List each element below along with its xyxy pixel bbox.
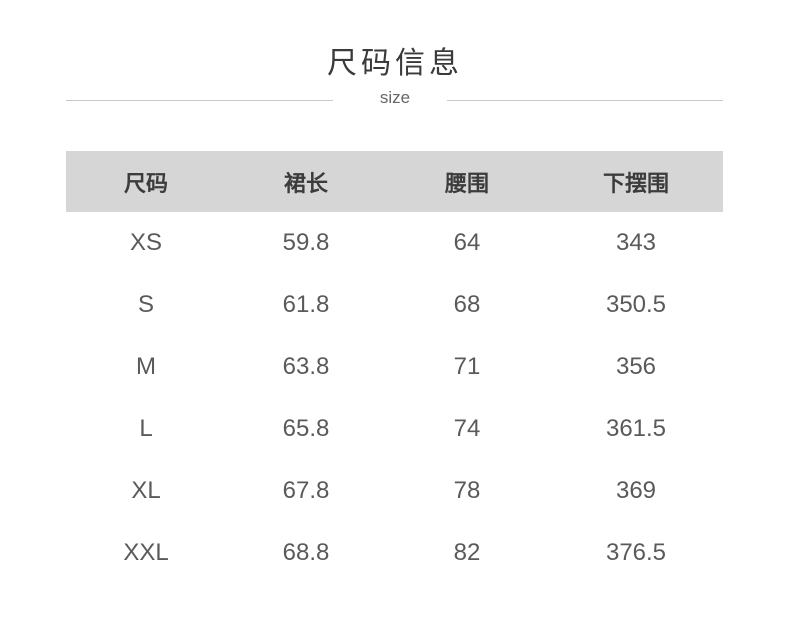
table-header: 尺码 裙长 腰围 下摆围 xyxy=(66,151,723,212)
header-cell: 腰围 xyxy=(444,171,489,197)
table-cell: 68 xyxy=(453,291,481,318)
divider-left xyxy=(66,100,333,101)
table-cell: M xyxy=(136,353,156,380)
header-cell: 尺码 xyxy=(123,171,168,197)
table-cell: 74 xyxy=(453,415,481,442)
page-title: 尺码信息 xyxy=(327,46,463,81)
table-cell: XL xyxy=(131,477,161,504)
table-cell: 59.8 xyxy=(282,229,330,256)
table-cell: 82 xyxy=(453,539,481,566)
header-cell: 裙长 xyxy=(283,171,328,197)
table-row: XXL 68.8 82 376.5 xyxy=(66,522,723,584)
header-cell: 下摆围 xyxy=(602,171,669,197)
table-cell: 63.8 xyxy=(282,353,330,380)
divider-right xyxy=(447,100,723,101)
table-row: XS 59.8 64 343 xyxy=(66,212,723,274)
table-row: L 65.8 74 361.5 xyxy=(66,398,723,460)
table-cell: 71 xyxy=(453,353,481,380)
table-row: S 61.8 68 350.5 xyxy=(66,274,723,336)
table-row: M 63.8 71 356 xyxy=(66,336,723,398)
table-cell: 356 xyxy=(615,353,657,380)
table-cell: XS xyxy=(129,229,162,256)
table-cell: L xyxy=(139,415,153,442)
table-cell: 61.8 xyxy=(282,291,330,318)
size-table: 尺码 裙长 腰围 下摆围 XS 59.8 64 343 S 61.8 68 350.5 M 63.… xyxy=(66,151,723,584)
table-cell: 67.8 xyxy=(282,477,330,504)
table-cell: 65.8 xyxy=(282,415,330,442)
table-cell: 78 xyxy=(453,477,481,504)
page-subtitle: size xyxy=(379,88,411,107)
table-cell: XXL xyxy=(123,539,169,566)
table-cell: 64 xyxy=(453,229,481,256)
table-cell: 350.5 xyxy=(605,291,667,318)
table-cell: 376.5 xyxy=(605,539,667,566)
table-cell: 361.5 xyxy=(605,415,667,442)
table-cell: S xyxy=(137,291,154,318)
table-cell: 343 xyxy=(615,229,657,256)
table-cell: 369 xyxy=(615,477,657,504)
table-row: XL 67.8 78 369 xyxy=(66,460,723,522)
table-cell: 68.8 xyxy=(282,539,330,566)
